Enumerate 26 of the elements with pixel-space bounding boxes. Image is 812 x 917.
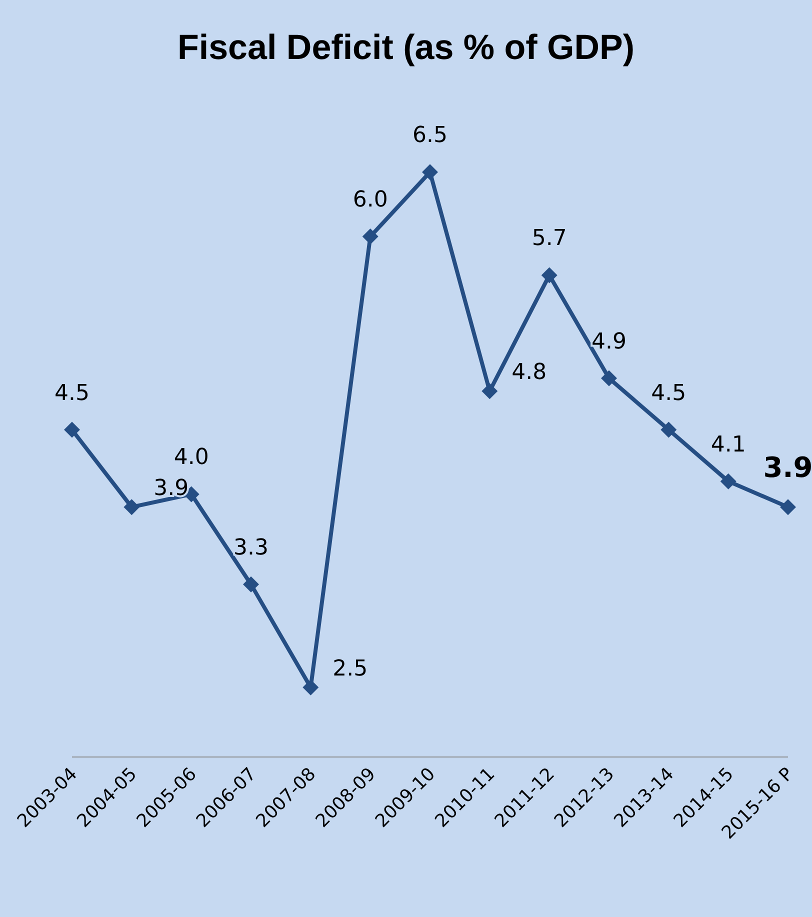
data-label: 2.5 [332, 656, 368, 682]
data-label: 6.0 [352, 188, 388, 213]
data-label: 4.1 [710, 432, 746, 458]
data-label: 4.0 [174, 445, 209, 470]
data-label: 5.7 [532, 226, 567, 252]
point [780, 499, 796, 516]
chart-title: Fiscal Deficit (as % of GDP) [176, 28, 636, 68]
point [482, 383, 498, 400]
data-label: 4.5 [651, 380, 686, 406]
point [422, 164, 438, 180]
point [243, 576, 259, 592]
point [660, 422, 677, 438]
data-label: 4.9 [592, 329, 626, 354]
data-label: 4.5 [54, 380, 90, 406]
point [362, 228, 378, 245]
point [64, 422, 80, 438]
point [541, 267, 558, 284]
point [601, 370, 617, 386]
data-label: 4.8 [512, 360, 547, 386]
point [124, 499, 140, 516]
data-label: 3.3 [234, 535, 268, 560]
point [302, 679, 319, 696]
data-label: 6.5 [412, 123, 448, 148]
data-label: 3.9 [154, 476, 189, 502]
data-label: 3.9 [763, 451, 812, 484]
point [720, 473, 736, 490]
